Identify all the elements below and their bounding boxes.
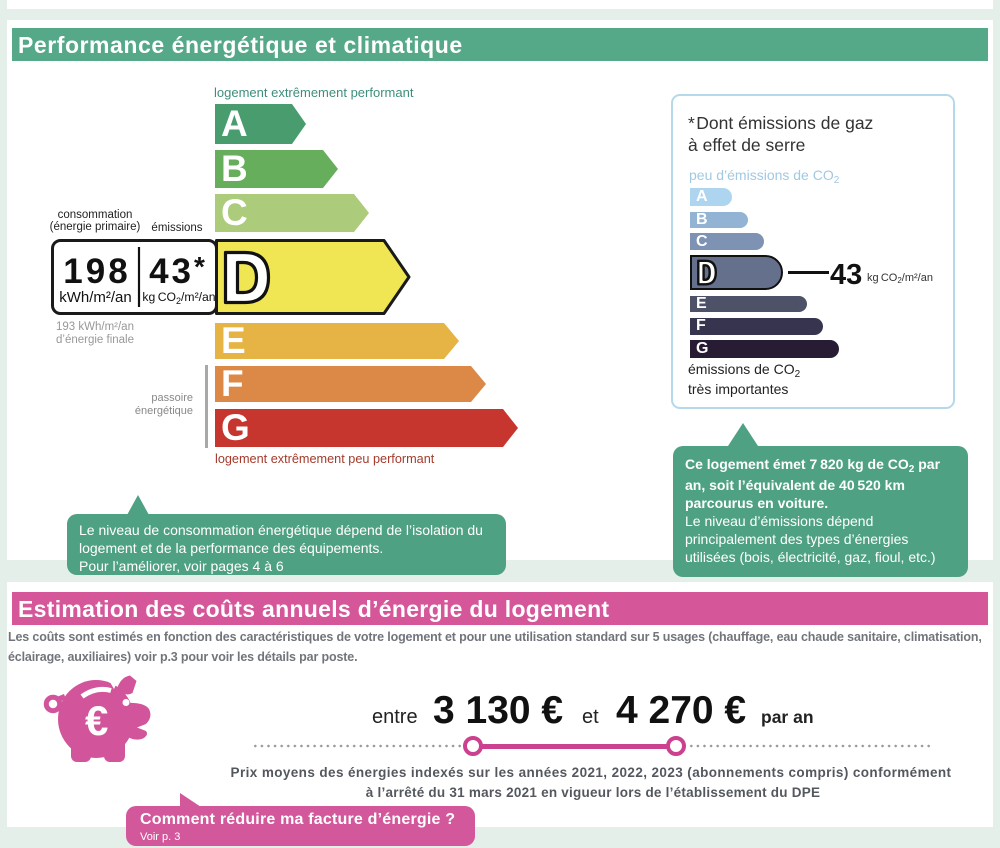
- svg-text:€: €: [85, 697, 108, 744]
